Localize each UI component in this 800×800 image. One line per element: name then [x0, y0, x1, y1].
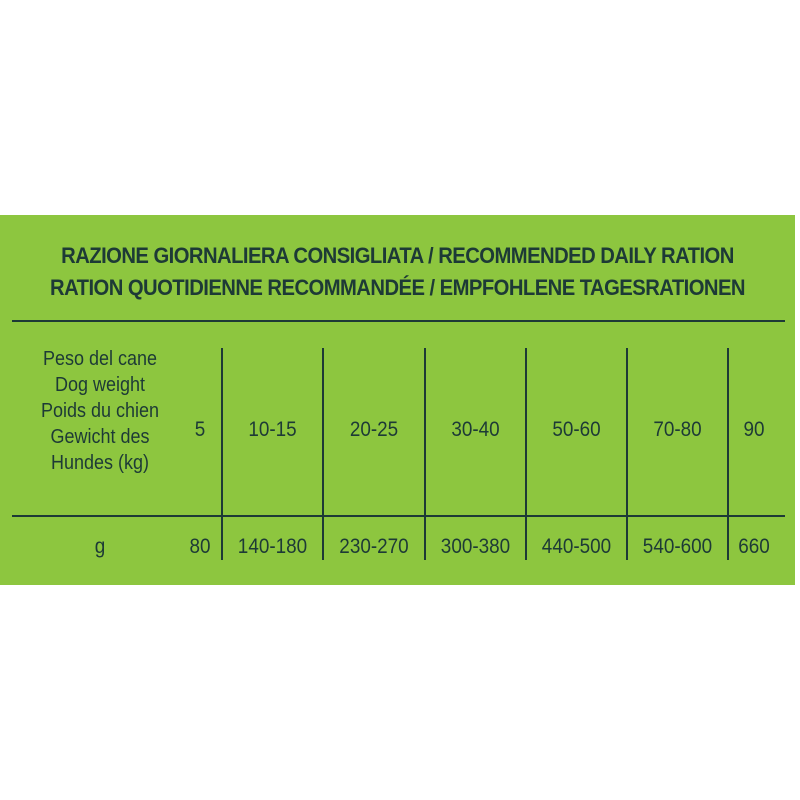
title-line-1: RAZIONE GIORNALIERA CONSIGLIATA / RECOMM…	[61, 243, 734, 268]
weight-cell: 20-25	[349, 418, 399, 441]
row-header-line: Poids du chien	[40, 400, 160, 422]
weight-cell: 5	[194, 418, 206, 441]
title-divider	[12, 320, 785, 322]
grams-cell: 140-180	[237, 535, 308, 558]
grams-cell: 660	[738, 535, 770, 558]
weight-cell: 70-80	[653, 418, 702, 441]
row-divider	[12, 515, 785, 517]
row-header-line: Hundes (kg)	[50, 452, 150, 474]
row-header-line: Peso del cane	[42, 348, 158, 370]
weight-cell: 10-15	[248, 418, 297, 441]
row-header-line: Gewicht des	[50, 426, 150, 448]
column-divider	[626, 348, 628, 560]
weight-cell: 90	[743, 418, 765, 441]
weight-cell: 50-60	[552, 418, 601, 441]
row-header-weight: Peso del cane Dog weight Poids du chien …	[28, 346, 172, 476]
column-divider	[525, 348, 527, 560]
grams-cell: 540-600	[642, 535, 713, 558]
column-divider	[221, 348, 223, 560]
grams-cell: 230-270	[339, 535, 409, 558]
grams-cell: 80	[189, 535, 211, 558]
weight-cell: 30-40	[451, 418, 500, 441]
grams-label: g	[94, 535, 106, 558]
column-divider	[424, 348, 426, 560]
ration-panel	[0, 215, 795, 585]
column-divider	[727, 348, 729, 560]
grams-cell: 300-380	[440, 535, 511, 558]
title-line-2: RATION QUOTIDIENNE RECOMMANDÉE / EMPFOHL…	[50, 275, 745, 300]
grams-cell: 440-500	[541, 535, 612, 558]
row-header-line: Dog weight	[54, 374, 146, 396]
column-divider	[322, 348, 324, 560]
